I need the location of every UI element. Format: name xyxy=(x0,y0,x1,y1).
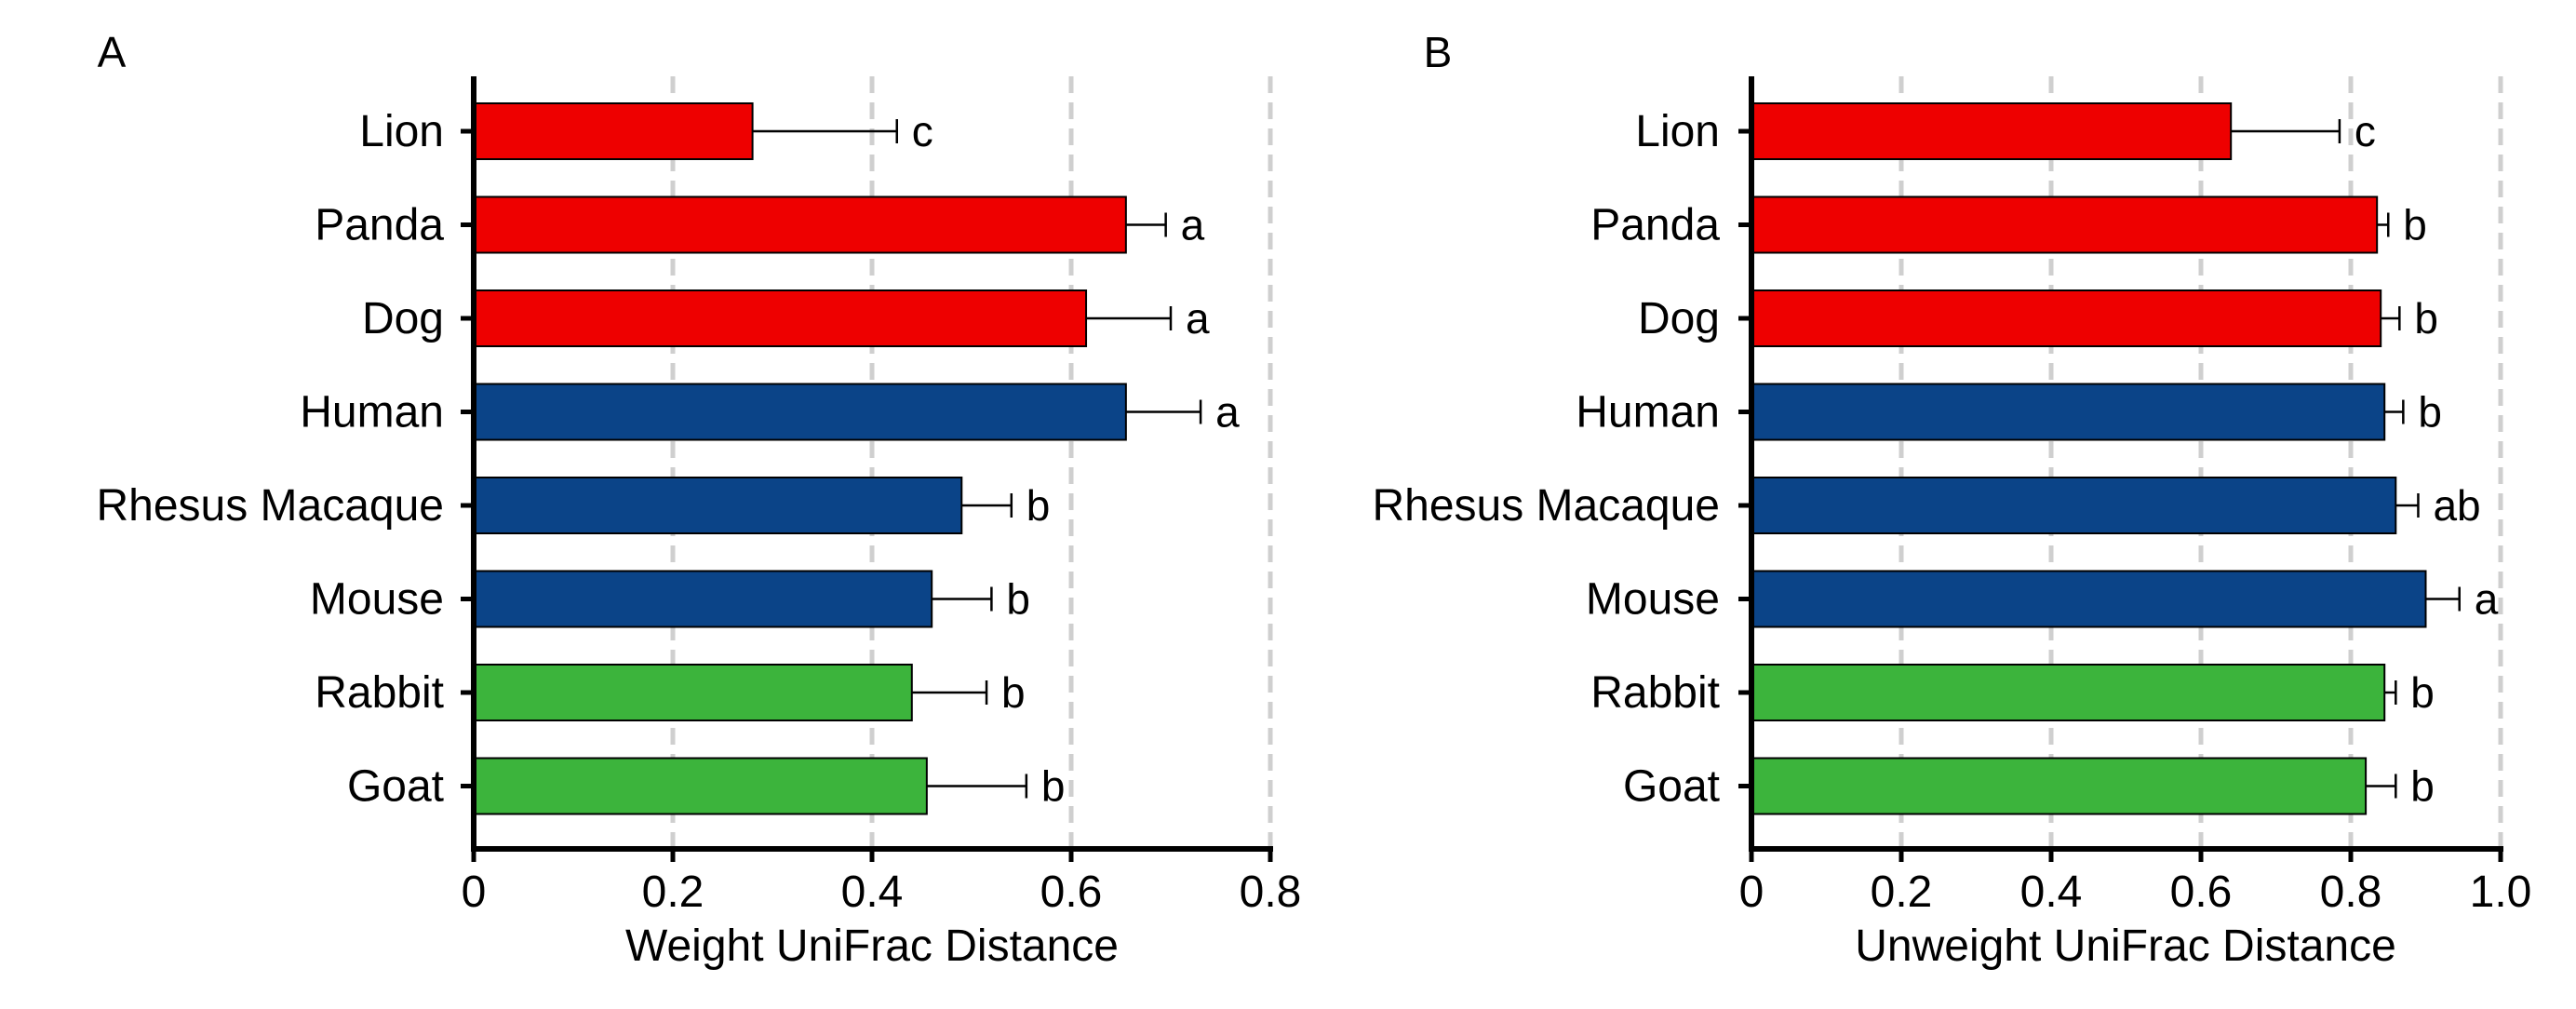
significance-label: c xyxy=(2355,107,2376,155)
chart-panel-a: Ac Lion a Panda a Dog a Human b Rhesus Macaque b Mo… xyxy=(96,28,1301,971)
x-tick-label: 0.4 xyxy=(841,868,904,917)
category-label: Mouse xyxy=(310,575,444,625)
significance-label: b xyxy=(1006,575,1030,624)
significance-label: b xyxy=(1026,481,1051,530)
panel-label: B xyxy=(1424,28,1453,76)
category-label: Rabbit xyxy=(1590,668,1720,718)
x-axis-label: Weight UniFrac Distance xyxy=(625,922,1119,971)
significance-label: b xyxy=(1041,762,1066,811)
x-tick-label: 1.0 xyxy=(2470,868,2532,917)
significance-label: b xyxy=(1001,668,1026,717)
bar-lion xyxy=(473,102,754,160)
category-label: Lion xyxy=(359,107,444,156)
x-tick-label: 0 xyxy=(462,868,487,917)
bar-rabbit xyxy=(473,664,913,721)
x-tick-label: 0.2 xyxy=(1871,868,1933,917)
significance-label: a xyxy=(2475,575,2499,624)
x-tick-label: 0.8 xyxy=(2320,868,2382,917)
category-label: Panda xyxy=(1590,201,1720,250)
category-label: Rhesus Macaque xyxy=(1372,481,1720,531)
bar-mouse xyxy=(473,570,933,628)
significance-label: b xyxy=(2403,201,2427,249)
category-label: Rabbit xyxy=(315,668,444,718)
category-label: Dog xyxy=(1638,294,1720,343)
category-label: Goat xyxy=(347,762,444,812)
bar-panda xyxy=(1751,195,2379,254)
category-label: Dog xyxy=(362,294,444,343)
category-label: Mouse xyxy=(1586,575,1720,625)
x-tick-label: 0.6 xyxy=(1040,868,1103,917)
x-tick-label: 0.6 xyxy=(2170,868,2233,917)
bar-goat xyxy=(1751,757,2368,815)
significance-label: a xyxy=(1186,294,1210,343)
bar-dog xyxy=(473,289,1088,347)
category-label: Human xyxy=(1576,388,1720,437)
significance-label: a xyxy=(1215,388,1240,437)
category-label: Human xyxy=(300,388,444,437)
significance-label: b xyxy=(2418,388,2442,437)
x-tick-label: 0 xyxy=(1739,868,1764,917)
significance-label: a xyxy=(1181,201,1205,249)
bar-human xyxy=(473,383,1127,441)
category-label: Lion xyxy=(1635,107,1720,156)
bar-lion xyxy=(1751,102,2233,160)
bar-mouse xyxy=(1751,570,2427,628)
chart-panel-b: Bc Lion b Panda b Dog b Human ab Rhesus Macaque a M… xyxy=(1372,28,2531,971)
category-label: Rhesus Macaque xyxy=(96,481,444,531)
significance-label: b xyxy=(2410,762,2435,811)
bar-panda xyxy=(473,195,1127,254)
bar-rabbit xyxy=(1751,664,2386,721)
panel-label: A xyxy=(98,28,127,76)
significance-label: ab xyxy=(2433,481,2480,530)
category-label: Goat xyxy=(1623,762,1720,812)
category-label: Panda xyxy=(315,201,444,250)
bar-dog xyxy=(1751,289,2382,347)
significance-label: b xyxy=(2410,668,2435,717)
x-axis-label: Unweight UniFrac Distance xyxy=(1855,922,2396,971)
x-tick-label: 0.8 xyxy=(1240,868,1302,917)
x-tick-label: 0.2 xyxy=(642,868,704,917)
bar-human xyxy=(1751,383,2386,441)
x-tick-label: 0.4 xyxy=(2020,868,2083,917)
bar-goat xyxy=(473,757,928,815)
significance-label: c xyxy=(912,107,933,155)
bar-rhesus-macaque xyxy=(473,477,963,534)
bar-rhesus-macaque xyxy=(1751,477,2397,534)
significance-label: b xyxy=(2414,294,2438,343)
